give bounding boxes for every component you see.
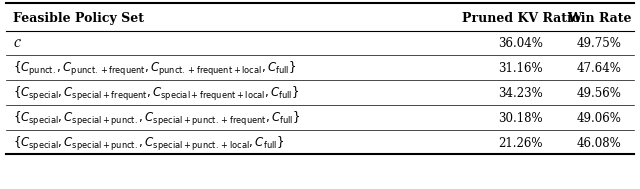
Text: Pruned KV Ratio: Pruned KV Ratio	[461, 12, 580, 25]
Text: Feasible Policy Set: Feasible Policy Set	[13, 12, 143, 25]
Text: 46.08%: 46.08%	[577, 137, 621, 150]
Text: $\{C_{\mathrm{punct.}}, C_{\mathrm{punct.+frequent}}, C_{\mathrm{punct.+frequent: $\{C_{\mathrm{punct.}}, C_{\mathrm{punct…	[13, 60, 296, 77]
Text: 21.26%: 21.26%	[499, 137, 543, 150]
Text: 49.56%: 49.56%	[577, 87, 621, 100]
Text: 49.75%: 49.75%	[577, 37, 621, 50]
Text: $\{C_{\mathrm{special}}, C_{\mathrm{special+punct.}}, C_{\mathrm{special+punct.+: $\{C_{\mathrm{special}}, C_{\mathrm{spec…	[13, 110, 300, 128]
Text: $\{C_{\mathrm{special}}, C_{\mathrm{special+punct.}}, C_{\mathrm{special+punct.+: $\{C_{\mathrm{special}}, C_{\mathrm{spec…	[13, 135, 284, 153]
Text: $\{C_{\mathrm{special}}, C_{\mathrm{special+frequent}}, C_{\mathrm{special+frequ: $\{C_{\mathrm{special}}, C_{\mathrm{spec…	[13, 84, 300, 103]
Text: 31.16%: 31.16%	[499, 62, 543, 75]
Text: 30.18%: 30.18%	[499, 112, 543, 125]
Text: Win Rate: Win Rate	[567, 12, 631, 25]
Text: 36.04%: 36.04%	[499, 37, 543, 50]
Text: $\mathcal{C}$: $\mathcal{C}$	[13, 37, 22, 50]
Text: 49.06%: 49.06%	[577, 112, 621, 125]
Text: 47.64%: 47.64%	[577, 62, 621, 75]
Text: 34.23%: 34.23%	[499, 87, 543, 100]
